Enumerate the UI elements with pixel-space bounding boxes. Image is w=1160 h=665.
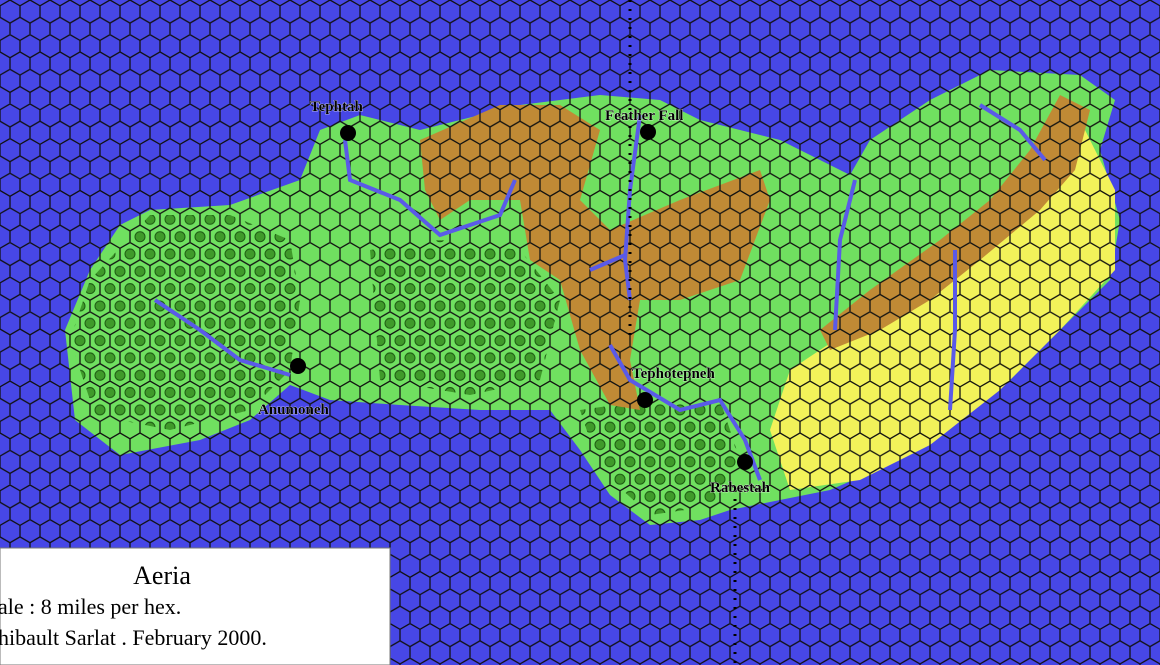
river xyxy=(978,103,1047,162)
legend-scale: ale : 8 miles per hex. xyxy=(0,594,181,619)
river xyxy=(153,298,291,377)
city-markers xyxy=(290,124,753,470)
legend-credit: hibault Sarlat . February 2000. xyxy=(0,625,267,650)
city-marker xyxy=(640,124,656,140)
legend-box xyxy=(0,547,391,665)
city-marker xyxy=(290,358,306,374)
river xyxy=(343,139,517,238)
river xyxy=(948,250,957,411)
place-label: Rabestah xyxy=(710,480,771,496)
rivers xyxy=(153,103,1047,481)
river xyxy=(608,344,762,481)
city-marker xyxy=(637,392,653,408)
river xyxy=(589,114,642,301)
place-label: Tephtah xyxy=(310,99,363,115)
legend: Aeria ale : 8 miles per hex. hibault Sar… xyxy=(0,547,391,665)
border xyxy=(628,0,737,665)
river xyxy=(833,179,857,331)
place-label: Feather Fall xyxy=(605,108,683,124)
place-label: Tephotepneh xyxy=(632,366,715,382)
legend-title: Aeria xyxy=(133,561,191,590)
city-marker xyxy=(340,125,356,141)
city-marker xyxy=(737,454,753,470)
place-label: Anumoneh xyxy=(258,402,330,418)
